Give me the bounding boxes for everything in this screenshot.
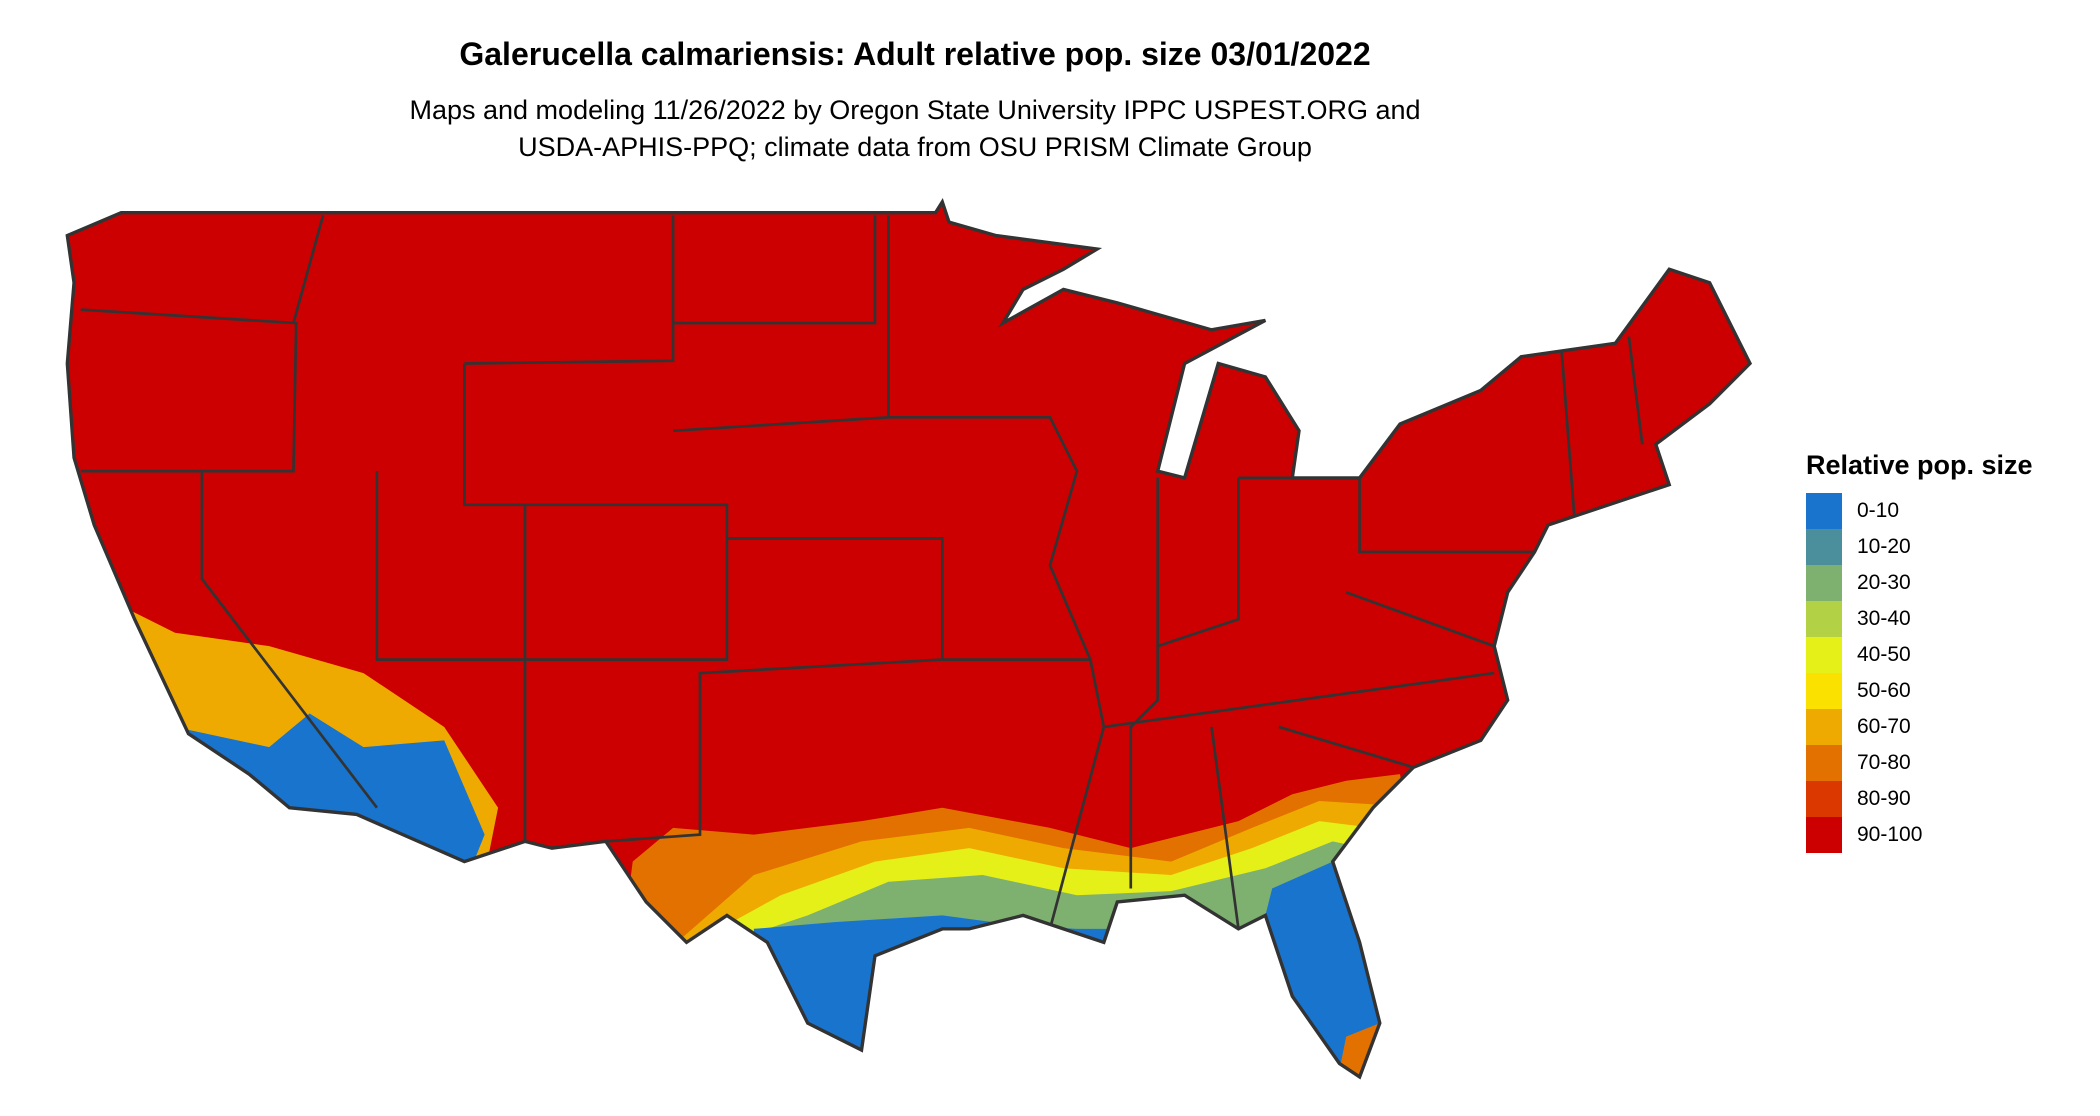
legend-label: 30-40 <box>1857 607 1911 630</box>
legend-item: 70-80 <box>1806 745 2033 781</box>
legend-label: 40-50 <box>1857 643 1911 666</box>
legend-label: 60-70 <box>1857 715 1911 738</box>
legend-items: 0-10 10-20 20-30 30-40 40-50 50-60 60-70 70-80 8… <box>1806 493 2033 853</box>
legend-title: Relative pop. size <box>1806 450 2033 480</box>
legend-label: 50-60 <box>1857 679 1911 702</box>
legend-swatch <box>1806 781 1842 817</box>
legend-item: 30-40 <box>1806 601 2033 637</box>
state-borders <box>80 215 1644 930</box>
legend-swatch <box>1806 817 1842 853</box>
legend-swatch <box>1806 565 1842 601</box>
legend-item: 0-10 <box>1806 493 2033 529</box>
subtitle-line-2: USDA-APHIS-PPQ; climate data from OSU PR… <box>518 132 1312 162</box>
legend-swatch <box>1806 709 1842 745</box>
legend-swatch <box>1806 493 1842 529</box>
legend-swatch <box>1806 745 1842 781</box>
legend-item: 50-60 <box>1806 673 2033 709</box>
map-subtitle: Maps and modeling 11/26/2022 by Oregon S… <box>0 92 1830 166</box>
legend-label: 80-90 <box>1857 787 1911 810</box>
zone-0-10-southwest <box>175 713 485 869</box>
legend-label: 20-30 <box>1857 571 1911 594</box>
subtitle-line-1: Maps and modeling 11/26/2022 by Oregon S… <box>409 95 1421 125</box>
legend-swatch <box>1806 601 1842 637</box>
legend-item: 60-70 <box>1806 709 2033 745</box>
legend-label: 10-20 <box>1857 535 1911 558</box>
legend-item: 20-30 <box>1806 565 2033 601</box>
legend-item: 90-100 <box>1806 817 2033 853</box>
legend-swatch <box>1806 637 1842 673</box>
map-title: Galerucella calmariensis: Adult relative… <box>459 36 1371 72</box>
legend-swatch <box>1806 673 1842 709</box>
legend-label: 0-10 <box>1857 499 1900 522</box>
legend-swatch <box>1806 529 1842 565</box>
legend-label: 90-100 <box>1857 823 1923 846</box>
legend-item: 80-90 <box>1806 781 2033 817</box>
legend-label: 70-80 <box>1857 751 1911 774</box>
legend-item: 10-20 <box>1806 529 2033 565</box>
legend-item: 40-50 <box>1806 637 2033 673</box>
legend: Relative pop. size 0-10 10-20 20-30 30-40 40… <box>1806 450 2033 853</box>
